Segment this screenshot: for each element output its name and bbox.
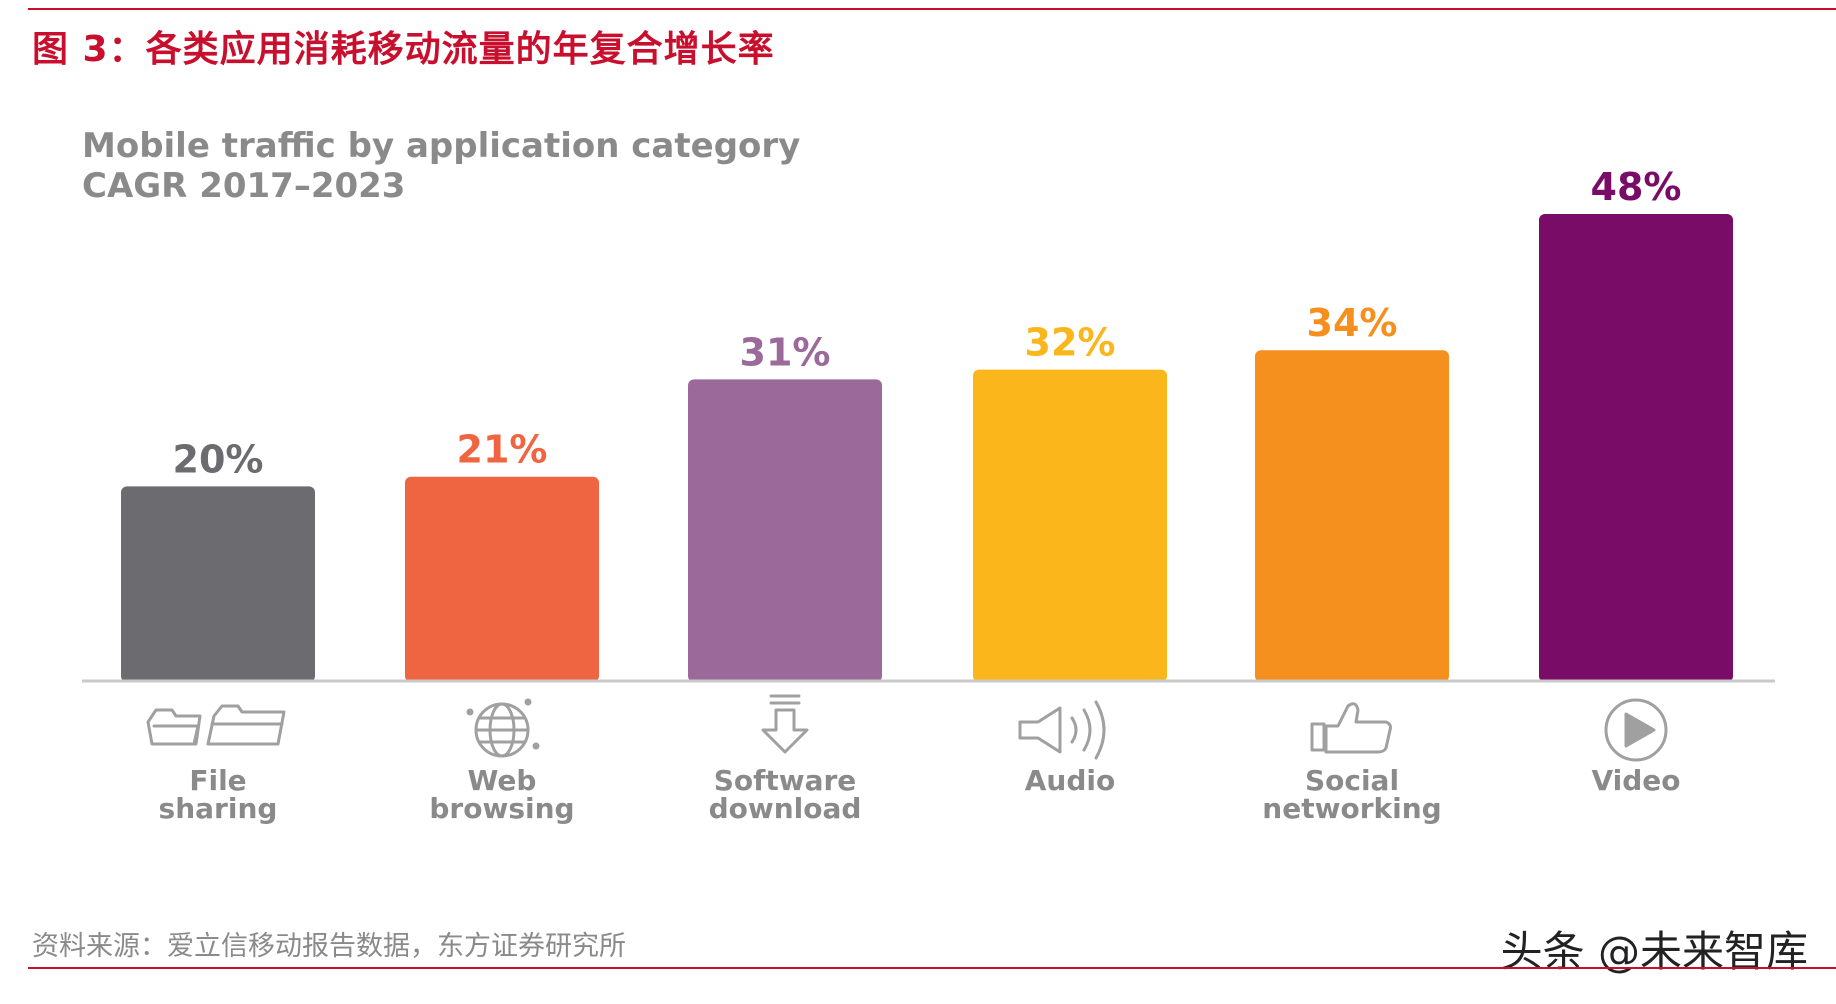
top-rule [28,8,1836,10]
figure-title: 图 3：各类应用消耗移动流量的年复合增长率 [32,29,775,70]
watermark: 头条 @未来智库 [1500,927,1808,976]
download-arrow-icon [761,694,809,754]
chart-title-line1: Mobile traffic by application category [82,126,801,166]
data-label-5: 48% [1591,165,1682,209]
data-label-2: 31% [740,330,831,374]
chart-title: Mobile traffic by application category C… [82,126,800,206]
category-label-3-line1: Audio [1025,764,1115,797]
category-label-0-line2: sharing [159,792,278,825]
category-icons [146,694,1668,762]
bar-1 [405,476,599,682]
data-label-3: 32% [1025,321,1116,365]
data-label-4: 34% [1307,301,1398,345]
category-label-4-line2: networking [1262,792,1441,825]
thumbs-up-icon [1310,702,1392,754]
category-label-2-line2: download [709,792,862,825]
bar-2 [688,379,882,682]
source-note: 资料来源：爱立信移动报告数据，东方证券研究所 [32,931,626,962]
play-circle-icon [1604,698,1668,762]
category-label-2-line1: Software [714,764,857,797]
category-label-1-line2: browsing [429,792,574,825]
data-label-1: 21% [457,428,548,472]
category-label-4-line1: Social [1305,764,1399,797]
bar-0 [121,486,315,682]
globe-icon [466,698,540,758]
category-label-0-line1: File [189,764,246,797]
folders-icon [146,704,286,746]
bar-3 [973,369,1167,682]
category-label-5-line1: Video [1591,764,1680,797]
data-label-0: 20% [173,437,264,481]
bars-layer: 20% 21% 31% 32% 34% 48% [121,165,1733,682]
chart-title-line2: CAGR 2017–2023 [82,166,406,206]
speaker-icon [1018,700,1106,760]
bottom-rule [28,967,1836,969]
category-label-1-line1: Web [468,764,537,797]
bar-5 [1539,214,1733,682]
bar-4 [1255,350,1449,682]
